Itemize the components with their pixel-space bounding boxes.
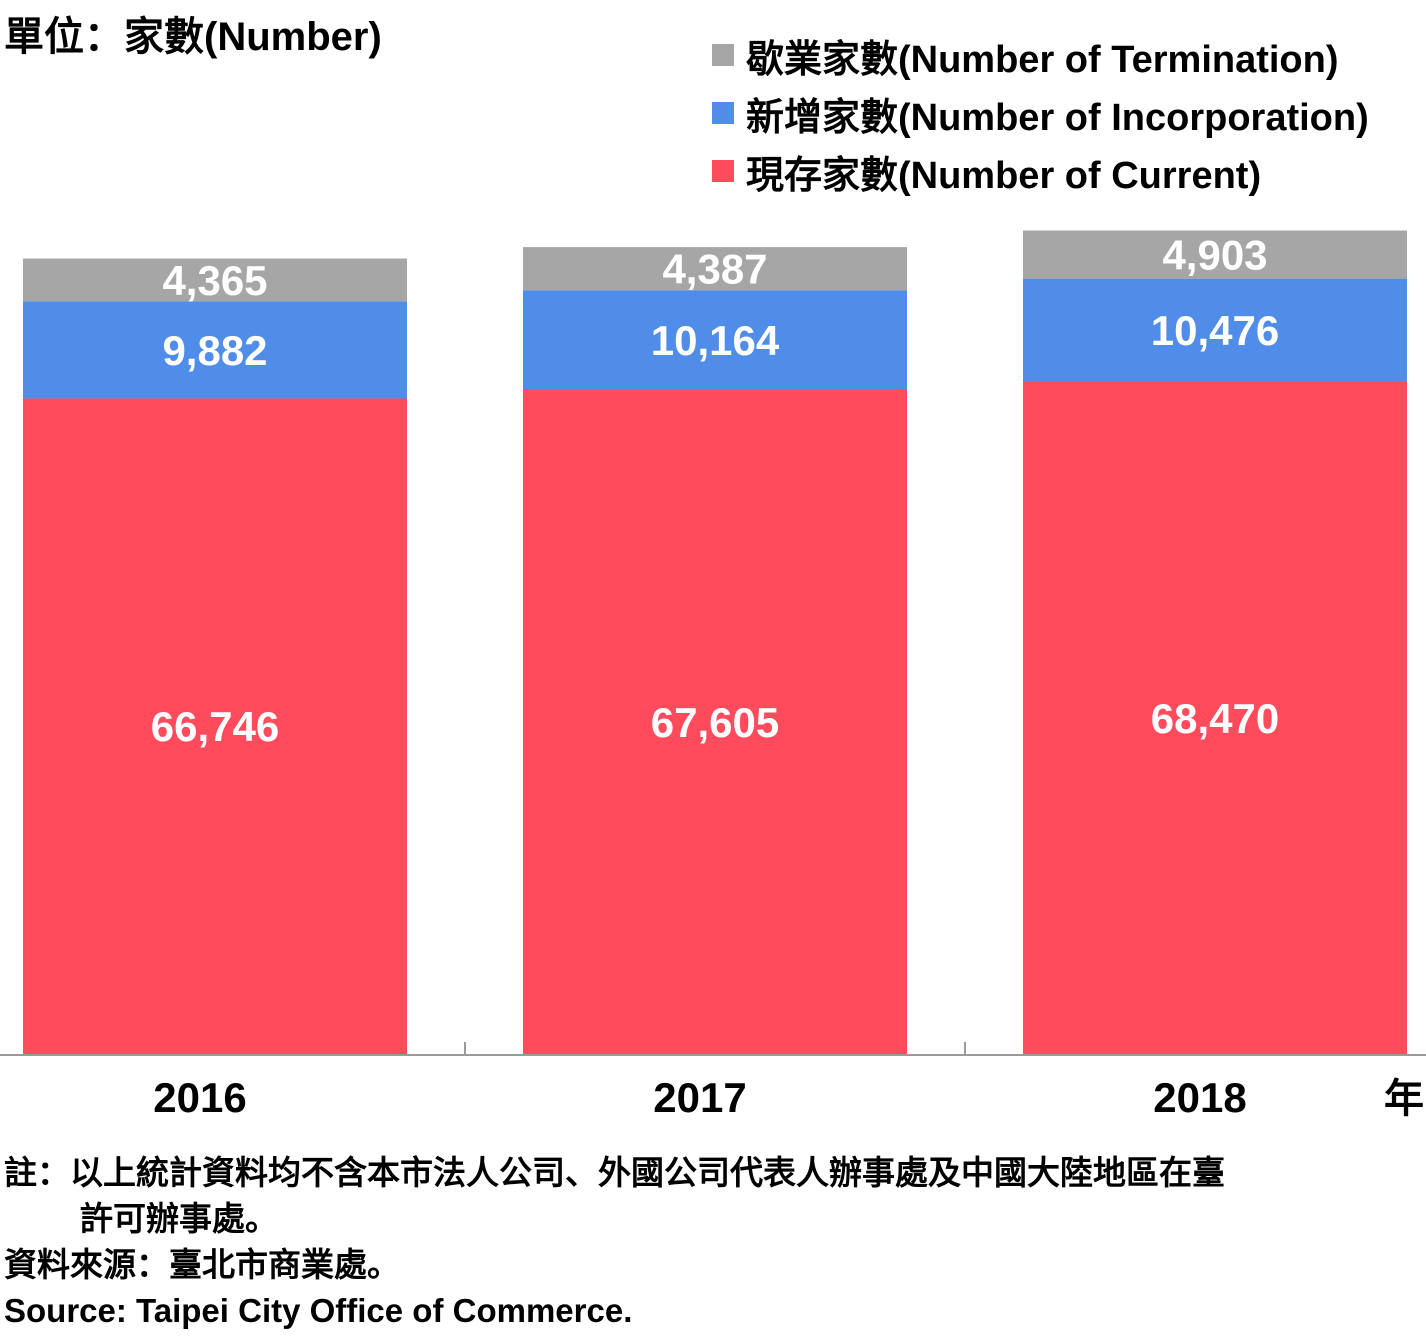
bar-current-2016 [23, 398, 407, 1054]
source-en: Source: Taipei City Office of Commerce. [4, 1292, 633, 1329]
bar-incorporation-2016 [23, 301, 407, 399]
data-label-current-2017: 67,605 [651, 699, 779, 746]
legend-swatch-termination [712, 44, 734, 66]
legend-label-current: 現存家數(Number of Current) [746, 154, 1262, 197]
bar-incorporation-2018 [1023, 278, 1407, 382]
x-tick-label-2018: 2018 [1153, 1074, 1246, 1121]
x-tick-label-2017: 2017 [653, 1074, 746, 1121]
unit-label: 單位：家數(Number) [4, 15, 382, 59]
bar-current-2017 [523, 390, 907, 1054]
footnotes: 註：以上統計資料均不含本市法人公司、外國公司代表人辦事處及中國大陸地區在臺 許可… [4, 1150, 1225, 1334]
note-line-2: 許可辦事處。 [80, 1200, 278, 1237]
legend: 歇業家數(Number of Termination) 新增家數(Number … [712, 26, 1369, 200]
x-tick-label-2016: 2016 [153, 1074, 246, 1121]
legend-item-termination: 歇業家數(Number of Termination) [712, 26, 1369, 84]
bar-termination-2016 [23, 258, 407, 302]
legend-item-current: 現存家數(Number of Current) [712, 142, 1369, 200]
legend-label-incorporation: 新增家數(Number of Incorporation) [746, 96, 1369, 139]
stacked-bar-chart: 66,746 9,882 4,365 2016 67,605 10,164 4,387 201… [0, 230, 1426, 1121]
data-label-incorporation-2018: 10,476 [1151, 307, 1279, 354]
source-zh: 資料來源：臺北市商業處。 [4, 1246, 400, 1283]
bar-current-2018 [1023, 381, 1407, 1054]
bar-termination-2018 [1023, 230, 1407, 279]
legend-item-incorporation: 新增家數(Number of Incorporation) [712, 84, 1369, 142]
legend-label-termination: 歇業家數(Number of Termination) [746, 38, 1339, 81]
data-label-termination-2016: 4,365 [162, 257, 267, 304]
data-label-termination-2018: 4,903 [1162, 232, 1267, 279]
data-label-termination-2017: 4,387 [662, 246, 767, 293]
note-line-1: 註：以上統計資料均不含本市法人公司、外國公司代表人辦事處及中國大陸地區在臺 [4, 1154, 1225, 1191]
legend-swatch-current [712, 160, 734, 182]
data-label-incorporation-2016: 9,882 [162, 327, 267, 374]
data-label-current-2018: 68,470 [1151, 695, 1279, 742]
bar-incorporation-2017 [523, 290, 907, 391]
data-label-current-2016: 66,746 [151, 703, 279, 750]
legend-swatch-incorporation [712, 102, 734, 124]
bar-termination-2017 [523, 247, 907, 291]
data-label-incorporation-2017: 10,164 [651, 317, 780, 364]
x-axis-unit: 年 [1384, 1077, 1424, 1121]
